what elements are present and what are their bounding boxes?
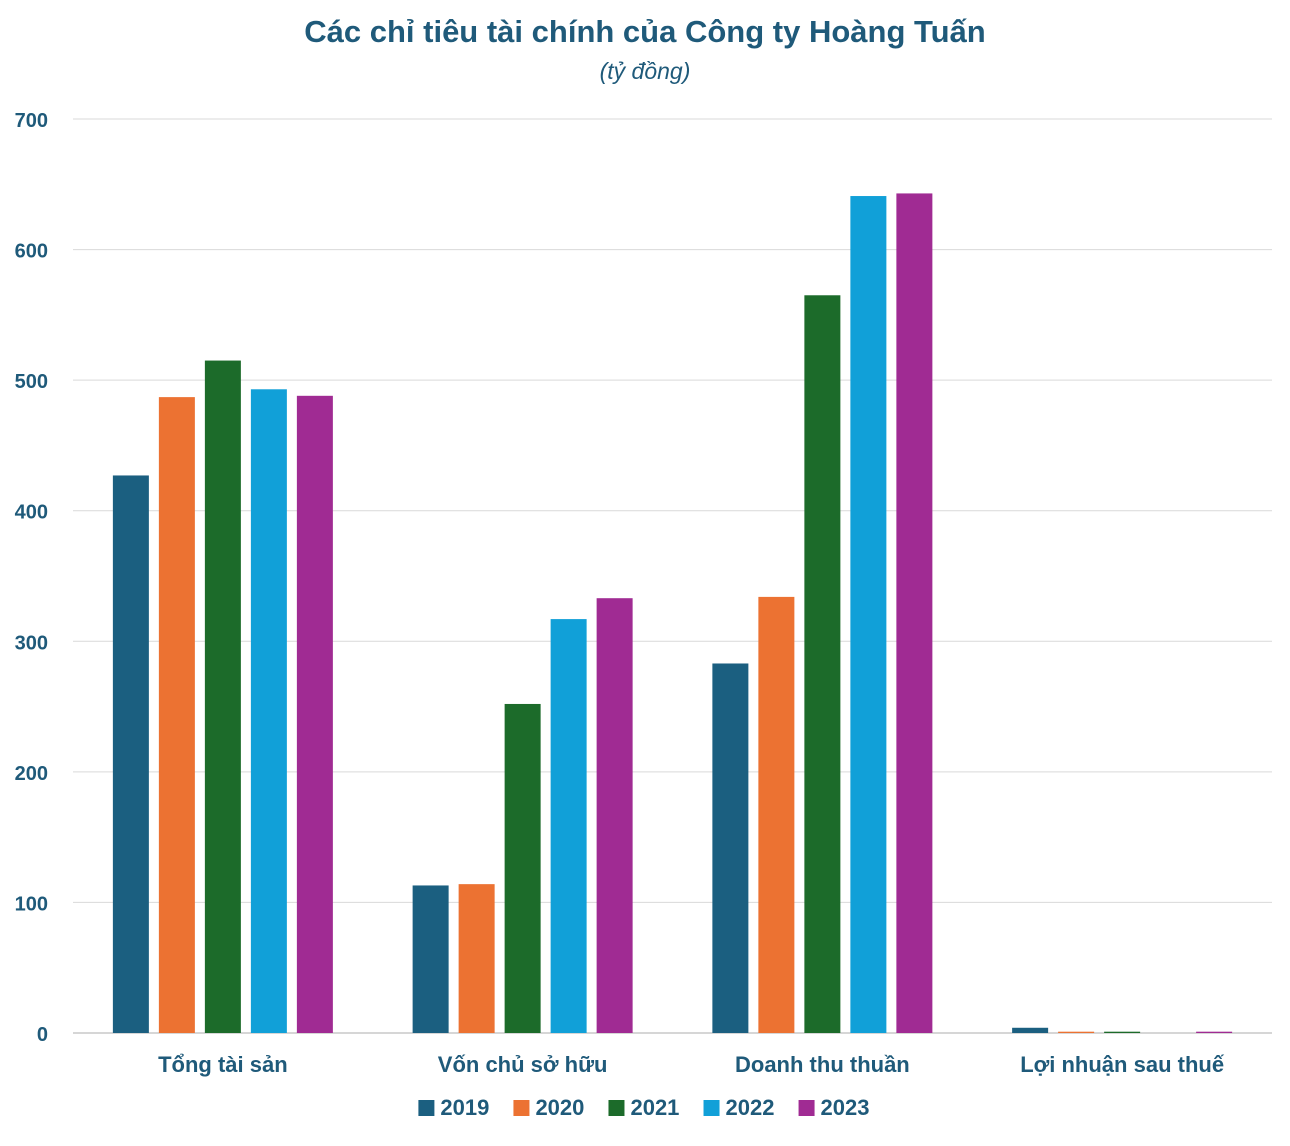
bar — [1058, 1031, 1095, 1033]
y-tick-label: 100 — [15, 893, 48, 915]
y-tick-label: 500 — [15, 371, 48, 393]
bar — [204, 360, 241, 1033]
legend-swatch — [798, 1100, 815, 1116]
bar — [596, 598, 633, 1033]
bar — [550, 619, 587, 1033]
bar — [504, 703, 541, 1033]
y-tick-label: 300 — [15, 632, 48, 654]
x-tick-label: Lợi nhuận sau thuế — [1020, 1052, 1225, 1077]
bar — [158, 397, 195, 1033]
bar — [896, 193, 933, 1033]
y-tick-label: 600 — [15, 241, 48, 263]
chart-subtitle: (tỷ đồng) — [599, 58, 691, 84]
legend-label: 2022 — [726, 1095, 775, 1120]
legend-label: 2020 — [535, 1095, 584, 1120]
x-tick-label: Tổng tài sản — [158, 1052, 288, 1077]
legend-label: 2021 — [630, 1095, 679, 1120]
x-tick-label: Doanh thu thuần — [735, 1052, 910, 1077]
bar — [1104, 1031, 1141, 1033]
bar — [850, 196, 887, 1034]
bar — [712, 663, 749, 1033]
bar — [412, 885, 449, 1033]
bar — [1012, 1027, 1049, 1033]
bar — [458, 884, 495, 1033]
legend-swatch — [513, 1100, 530, 1116]
chart-title: Các chỉ tiêu tài chính của Công ty Hoàng… — [304, 14, 986, 49]
y-tick-label: 400 — [15, 502, 48, 524]
y-tick-label: 200 — [15, 763, 48, 785]
x-tick-label: Vốn chủ sở hữu — [438, 1052, 608, 1077]
legend-label: 2019 — [440, 1095, 489, 1120]
bar — [112, 475, 149, 1034]
bar — [250, 389, 287, 1034]
bar — [804, 295, 841, 1033]
legend-label: 2023 — [821, 1095, 870, 1120]
bar — [1196, 1031, 1233, 1033]
y-tick-label: 0 — [37, 1024, 48, 1046]
legend-swatch — [608, 1100, 625, 1116]
bar — [758, 596, 795, 1033]
legend-swatch — [418, 1100, 435, 1116]
legend-swatch — [703, 1100, 720, 1116]
bar — [296, 395, 333, 1034]
y-tick-label: 700 — [15, 110, 48, 132]
